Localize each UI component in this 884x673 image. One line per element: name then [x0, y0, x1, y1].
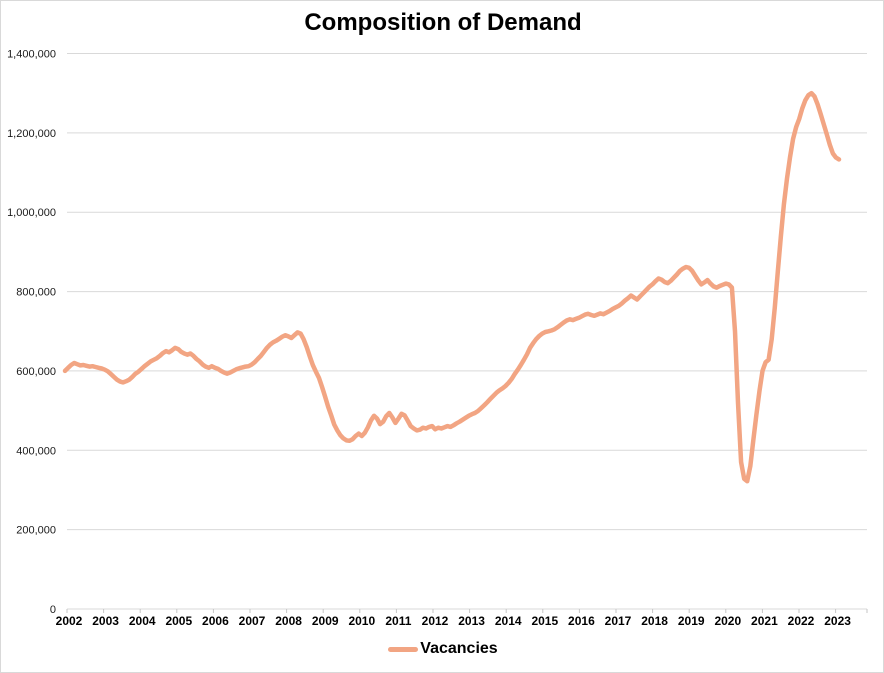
- y-axis-label: 1,400,000: [7, 49, 56, 61]
- x-axis-label: 2015: [531, 614, 558, 628]
- x-axis-label: 2021: [751, 614, 778, 628]
- y-axis-label: 400,000: [16, 445, 56, 457]
- legend-label: Vacancies: [420, 640, 498, 657]
- x-axis-label: 2019: [678, 614, 705, 628]
- vacancies-series-line: [62, 90, 842, 484]
- x-axis-label: 2018: [641, 614, 668, 628]
- x-axis-label: 2009: [312, 614, 339, 628]
- x-axis-label: 2020: [714, 614, 741, 628]
- x-axis-label: 2010: [348, 614, 375, 628]
- x-axis-label: 2012: [422, 614, 449, 628]
- x-axis-label: 2004: [129, 614, 156, 628]
- y-axis-label: 600,000: [16, 366, 56, 378]
- y-axis-label: 0: [50, 604, 56, 616]
- y-axis-label: 200,000: [16, 525, 56, 537]
- legend: Vacancies: [1, 640, 883, 658]
- x-axis-label: 2002: [56, 614, 83, 628]
- x-axis-label: 2005: [165, 614, 192, 628]
- x-axis-label: 2013: [458, 614, 485, 628]
- legend-line-swatch: [388, 646, 419, 652]
- x-axis-label: 2016: [568, 614, 595, 628]
- x-axis-label: 2006: [202, 614, 229, 628]
- x-axis-label: 2014: [495, 614, 522, 628]
- x-axis-label: 2008: [275, 614, 302, 628]
- x-axis-label: 2011: [385, 614, 411, 628]
- y-axis-label: 800,000: [16, 287, 56, 299]
- x-axis-label: 2007: [239, 614, 266, 628]
- x-axis-label: 2023: [824, 614, 851, 628]
- x-axis-label: 2022: [788, 614, 815, 628]
- x-axis-label: 2003: [92, 614, 119, 628]
- y-axis-label: 1,200,000: [7, 128, 56, 140]
- x-axis-label: 2017: [605, 614, 632, 628]
- chart-title: Composition of Demand: [304, 9, 582, 36]
- y-axis-label: 1,000,000: [7, 207, 56, 219]
